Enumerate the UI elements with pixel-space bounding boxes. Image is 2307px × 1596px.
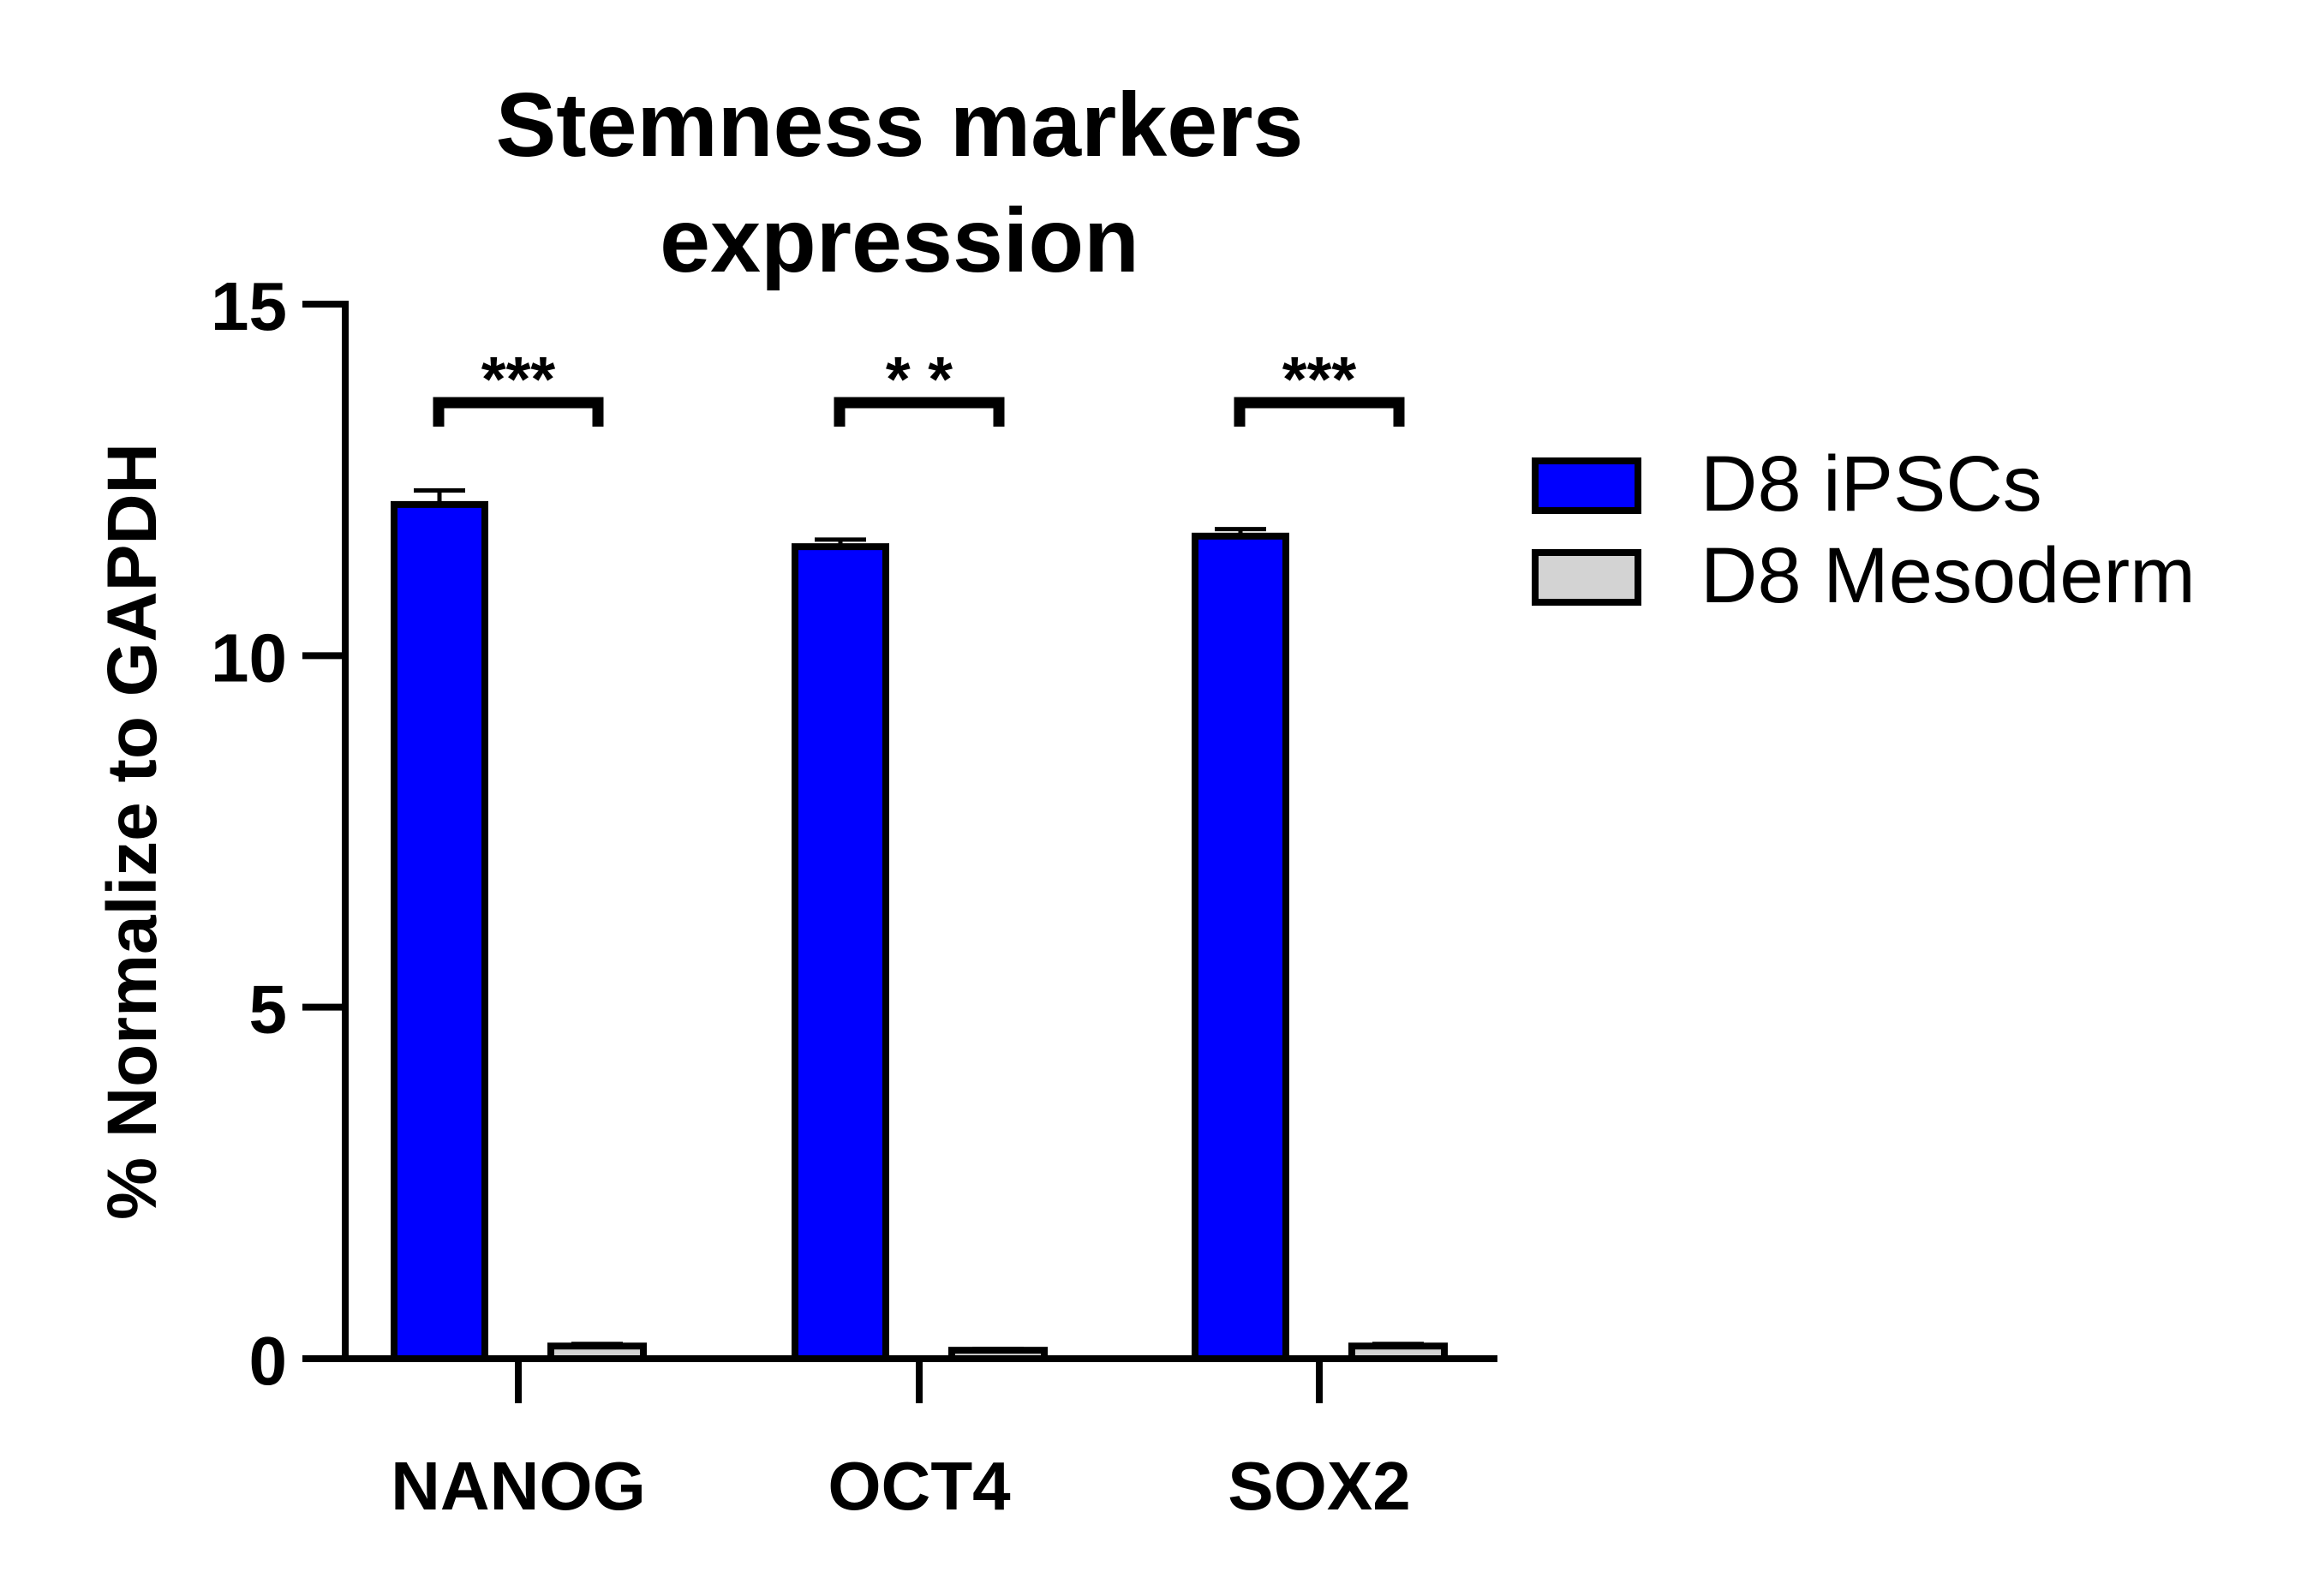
y-tick-label: 5 bbox=[249, 971, 288, 1048]
significance-bracket bbox=[834, 397, 1005, 427]
chart-title-line: expression bbox=[660, 190, 1139, 291]
bar-1-0 bbox=[547, 1342, 647, 1363]
bar-0-0 bbox=[391, 500, 488, 1362]
axes: 0 5 10 15 % Normalize to GAPDH NANOG OCT4 SOX2 bbox=[93, 268, 1497, 1524]
bar-1-2 bbox=[1348, 1342, 1448, 1363]
legend-swatch bbox=[1532, 549, 1641, 606]
legend-label: D8 Mesoderm bbox=[1700, 532, 2196, 619]
significance-label: *** bbox=[481, 344, 556, 415]
bar-0-2 bbox=[1192, 532, 1289, 1362]
x-tick-label: NANOG bbox=[391, 1448, 646, 1524]
chart-title-line: Stemness markers bbox=[496, 75, 1304, 176]
x-tick-label: SOX2 bbox=[1228, 1448, 1410, 1524]
significance-label: * * bbox=[886, 344, 953, 415]
legend-label: D8 iPSCs bbox=[1700, 440, 2042, 528]
y-tick-label: 0 bbox=[249, 1323, 288, 1399]
chart-title: Stemness markers expression bbox=[496, 75, 1304, 291]
y-tick-label: 10 bbox=[211, 619, 287, 696]
bar-0-1 bbox=[792, 543, 889, 1362]
bars bbox=[391, 487, 1448, 1363]
y-tick-label: 15 bbox=[211, 268, 287, 344]
significance-label: *** bbox=[1282, 344, 1357, 415]
y-axis-label: % Normalize to GAPDH bbox=[93, 443, 171, 1220]
bar-1-1 bbox=[948, 1347, 1048, 1362]
significance-bracket bbox=[1234, 397, 1405, 427]
significance-bracket bbox=[433, 397, 604, 427]
significance-annotations: *** * * *** bbox=[433, 344, 1405, 427]
x-tick-label: OCT4 bbox=[828, 1448, 1011, 1524]
legend-swatch bbox=[1532, 457, 1641, 514]
